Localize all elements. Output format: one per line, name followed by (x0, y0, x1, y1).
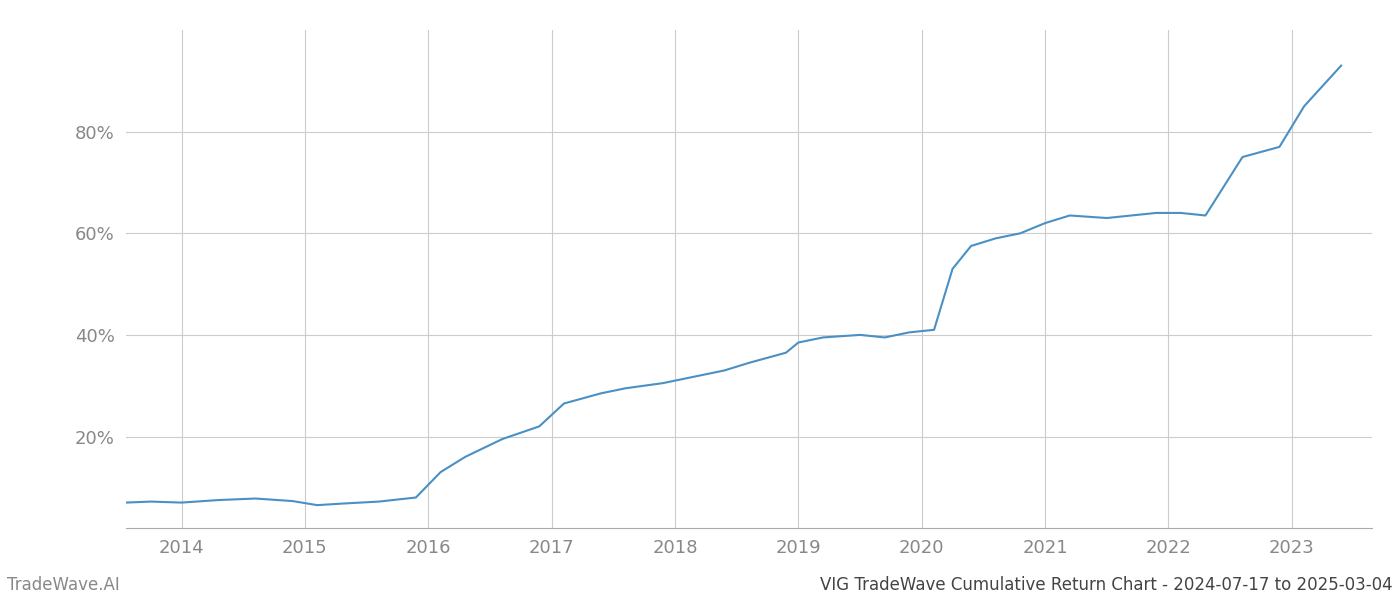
Text: TradeWave.AI: TradeWave.AI (7, 576, 120, 594)
Text: VIG TradeWave Cumulative Return Chart - 2024-07-17 to 2025-03-04: VIG TradeWave Cumulative Return Chart - … (820, 576, 1393, 594)
